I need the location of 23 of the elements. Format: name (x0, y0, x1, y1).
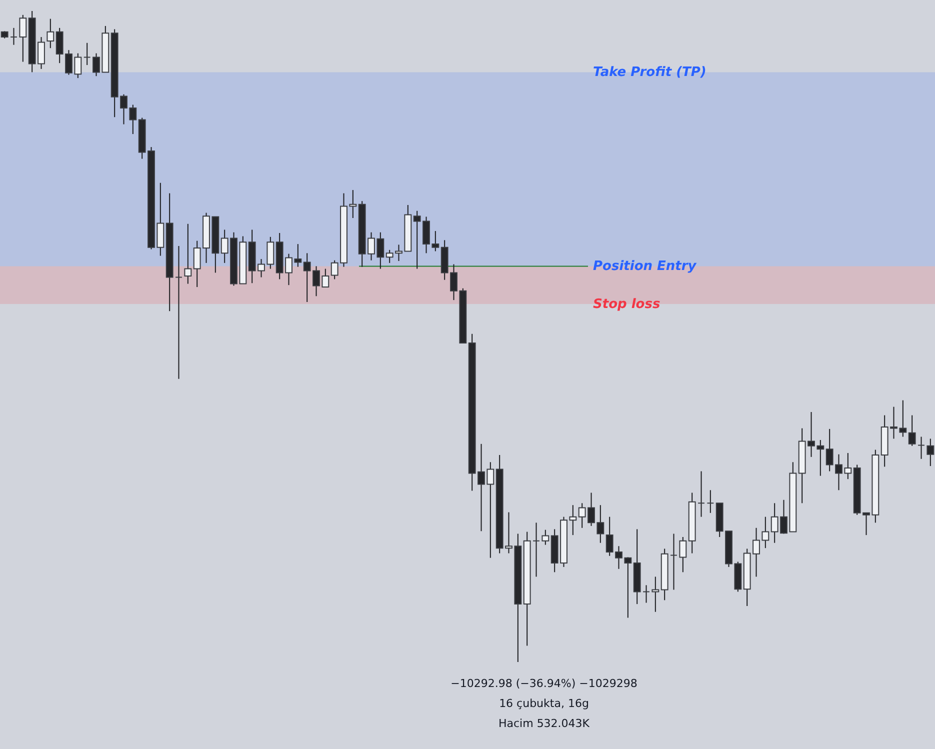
text: −10292.98 (−36.94%) −1029298 (450, 677, 638, 690)
candlestick (652, 576, 660, 612)
candlestick (175, 246, 182, 380)
candlestick (698, 470, 705, 518)
ref-line-label: Position Entry (593, 259, 697, 274)
candlestick (908, 414, 916, 446)
candlestick (706, 490, 714, 514)
band-label: Stop loss (593, 296, 660, 312)
candlestick (46, 18, 54, 49)
candlestick (926, 438, 934, 467)
candlestick (184, 223, 192, 284)
candlestick (19, 14, 27, 62)
text: 16 çubukta, 16g (499, 697, 589, 710)
candlestick (532, 522, 540, 578)
text: Hacim 532.043K (498, 717, 590, 730)
candlestick (542, 529, 550, 546)
candlestick (679, 536, 687, 573)
candlestick (670, 533, 678, 590)
candlestick (642, 584, 650, 604)
band-label: Take Profit (TP) (593, 65, 706, 80)
candlestick (10, 27, 18, 46)
candlestick (918, 436, 925, 460)
candlestick (83, 42, 91, 66)
